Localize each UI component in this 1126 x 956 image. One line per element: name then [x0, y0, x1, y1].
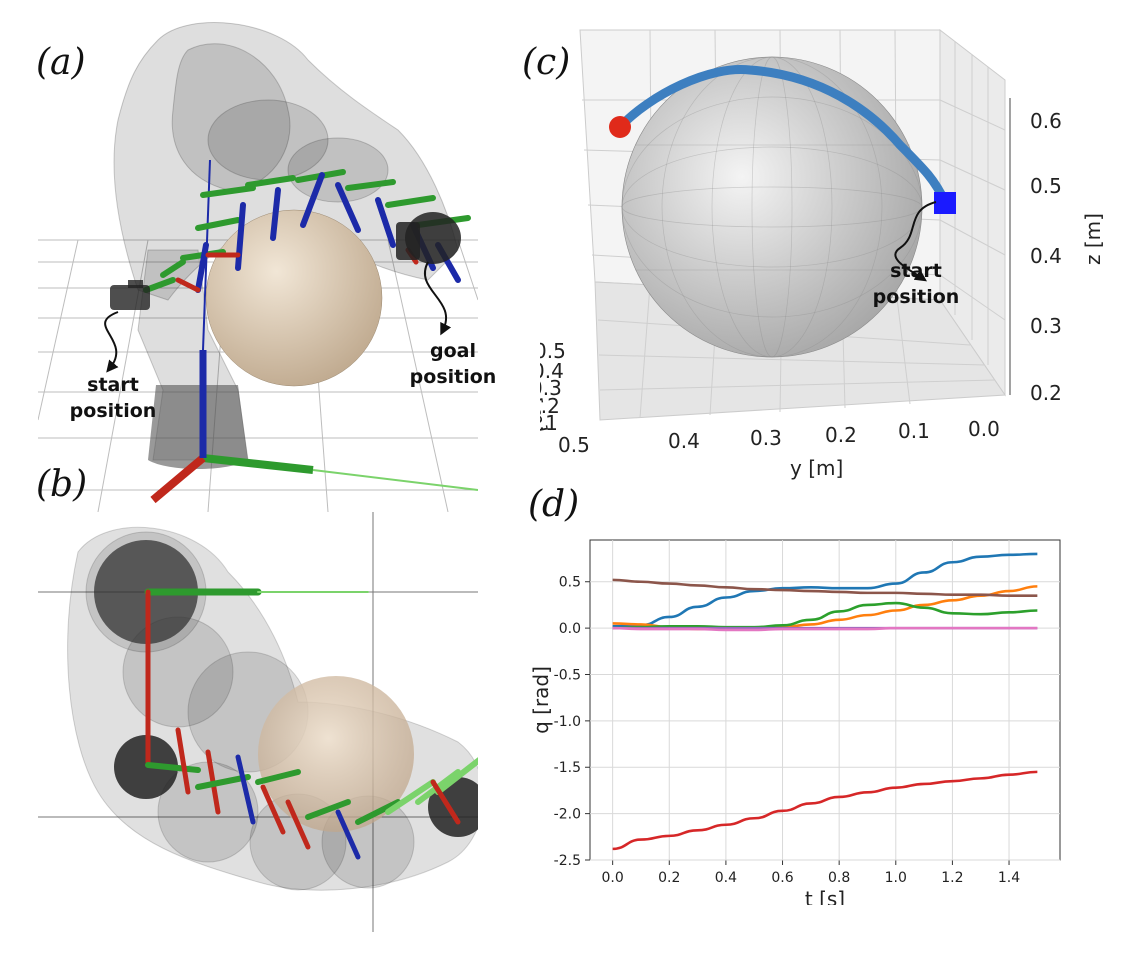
y-tick-label: -1.0 — [554, 714, 581, 730]
trajectory-path — [615, 64, 950, 207]
goal-label-line2: position — [409, 366, 497, 388]
x-tick-1: 0.4 — [540, 359, 564, 383]
series-line-7 — [612, 626, 1038, 632]
x-tick-label: 0.0 — [602, 870, 624, 886]
z-tick-2: 0.4 — [1030, 244, 1062, 268]
start-label-c-line2: position — [872, 286, 960, 308]
goal-marker — [609, 116, 631, 138]
panel-label-d: (d) — [528, 484, 580, 525]
z-tick-4: 0.2 — [1030, 381, 1062, 405]
start-position-label-c: start position — [856, 258, 976, 310]
series-line-3 — [612, 601, 1038, 630]
z-tick-0: 0.6 — [1030, 109, 1062, 133]
x-tick-label: 0.8 — [828, 870, 850, 886]
robot-scene-a — [38, 22, 478, 512]
z-tick-3: 0.3 — [1030, 314, 1062, 338]
sphere-obstacle — [205, 209, 383, 387]
series-line-6 — [612, 578, 1038, 597]
sphere-mesh — [621, 56, 923, 358]
start-arrow-c — [894, 201, 937, 282]
y-tick-0: 0.5 — [558, 433, 590, 457]
x-tick-label: 1.0 — [885, 870, 907, 886]
goal-position-label-a: goal position — [398, 338, 508, 390]
goal-label-line1: goal — [430, 340, 476, 362]
start-marker — [934, 192, 956, 214]
y-tick-label: -2.0 — [554, 807, 581, 823]
y-tick-5: 0.0 — [968, 417, 1000, 441]
frames-topview — [144, 588, 478, 860]
y-tick-3: 0.2 — [825, 423, 857, 447]
joint-angle-chart: 0.0 0.2 0.4 0.6 0.8 1.0 1.2 1.4 0.5 0.0 -0.5 -1.0 -1… — [530, 539, 1061, 905]
sphere-obstacle-top — [258, 676, 414, 832]
x-tick-label: 1.2 — [941, 870, 963, 886]
goal-arrow — [424, 261, 452, 336]
start-position-label-a: start position — [58, 372, 168, 424]
x-tick-label: 0.6 — [771, 870, 793, 886]
y-tick-label: -1.5 — [554, 760, 581, 776]
y-tick-label: -2.5 — [554, 853, 581, 869]
start-label-c-line1: start — [890, 260, 942, 282]
x-axis-label: x [m] — [540, 378, 552, 435]
x-tick-label: 1.4 — [998, 870, 1020, 886]
y-tick-4: 0.1 — [898, 419, 930, 443]
x-axis-label: t [s] — [805, 887, 845, 905]
plot-area — [589, 539, 1061, 861]
x-tick-0: 0.5 — [540, 339, 566, 363]
trajectory-3d-plot: 0.6 0.5 0.4 0.3 0.2 z [m] 0.5 0.4 0.3 0.… — [540, 28, 1105, 480]
x-tick-3: 0.2 — [540, 394, 560, 418]
start-arrow — [104, 311, 119, 373]
panel-label-c: (c) — [522, 42, 571, 83]
x-tick-label: 0.2 — [658, 870, 680, 886]
y-tick-1: 0.4 — [668, 429, 700, 453]
x-tick-2: 0.3 — [540, 376, 562, 400]
panel-label-b: (b) — [36, 464, 88, 505]
gripper-start — [110, 280, 150, 310]
series-line-4 — [612, 770, 1038, 851]
series-line-1 — [612, 552, 1038, 628]
x-tick-label: 0.4 — [715, 870, 737, 886]
robot-scene-b — [38, 512, 478, 932]
robot-base — [148, 385, 248, 469]
x-tick-4: 0.1 — [540, 411, 558, 435]
gripper-goal — [396, 212, 461, 264]
start-label-line1: start — [87, 374, 139, 396]
y-axis-label: q [rad] — [530, 666, 553, 734]
y-tick-label: 0.0 — [559, 621, 581, 637]
z-axis-label: z [m] — [1081, 213, 1105, 265]
panel-label-a: (a) — [36, 42, 86, 83]
sphere-obstacle-3d — [621, 56, 923, 358]
z-tick-1: 0.5 — [1030, 174, 1062, 198]
start-label-line2: position — [69, 400, 157, 422]
y-axis-label: y [m] — [790, 456, 843, 480]
y-tick-2: 0.3 — [750, 426, 782, 450]
y-tick-label: -0.5 — [554, 667, 581, 683]
y-tick-label: 0.5 — [559, 575, 581, 591]
